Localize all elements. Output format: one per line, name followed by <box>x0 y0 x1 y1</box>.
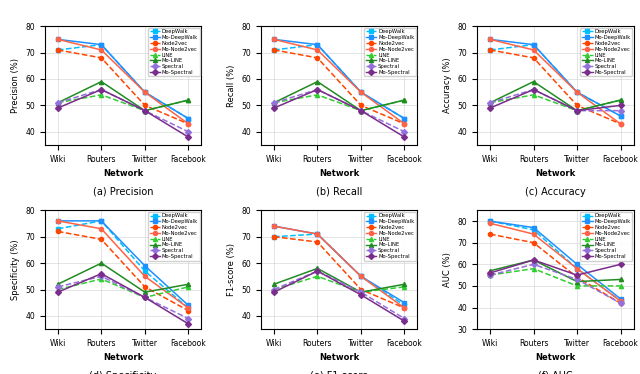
X-axis label: Network: Network <box>535 169 575 178</box>
Y-axis label: Precision (%): Precision (%) <box>11 58 20 113</box>
Text: (a) Precision: (a) Precision <box>93 187 154 197</box>
Legend: DeepWalk, Mo-DeepWalk, Node2vec, Mo-Node2vec, LINE, Mo-LINE, Spectral, Mo-Spectr: DeepWalk, Mo-DeepWalk, Node2vec, Mo-Node… <box>580 28 632 76</box>
X-axis label: Network: Network <box>103 169 143 178</box>
Y-axis label: Recall (%): Recall (%) <box>227 64 236 107</box>
Legend: DeepWalk, Mo-DeepWalk, Node2vec, Mo-Node2vec, LINE, Mo-LINE, Spectral, Mo-Spectr: DeepWalk, Mo-DeepWalk, Node2vec, Mo-Node… <box>148 212 200 261</box>
Y-axis label: Accuracy (%): Accuracy (%) <box>443 58 452 113</box>
Y-axis label: F1-score (%): F1-score (%) <box>227 243 236 296</box>
Y-axis label: Specificity (%): Specificity (%) <box>11 239 20 300</box>
Text: (c) Accuracy: (c) Accuracy <box>525 187 586 197</box>
X-axis label: Network: Network <box>103 353 143 362</box>
Text: (b) Recall: (b) Recall <box>316 187 362 197</box>
Legend: DeepWalk, Mo-DeepWalk, Node2vec, Mo-Node2vec, LINE, Mo-LINE, Spectral, Mo-Spectr: DeepWalk, Mo-DeepWalk, Node2vec, Mo-Node… <box>580 212 632 261</box>
X-axis label: Network: Network <box>319 169 359 178</box>
Legend: DeepWalk, Mo-DeepWalk, Node2vec, Mo-Node2vec, LINE, Mo-LINE, Spectral, Mo-Spectr: DeepWalk, Mo-DeepWalk, Node2vec, Mo-Node… <box>364 212 416 261</box>
X-axis label: Network: Network <box>535 353 575 362</box>
X-axis label: Network: Network <box>319 353 359 362</box>
Text: (f) AUC: (f) AUC <box>538 371 573 374</box>
Y-axis label: AUC (%): AUC (%) <box>443 252 452 287</box>
Text: (d) Specificity: (d) Specificity <box>90 371 157 374</box>
Legend: DeepWalk, Mo-DeepWalk, Node2vec, Mo-Node2vec, LINE, Mo-LINE, Spectral, Mo-Spectr: DeepWalk, Mo-DeepWalk, Node2vec, Mo-Node… <box>148 28 200 76</box>
Text: (e) F1-score: (e) F1-score <box>310 371 368 374</box>
Legend: DeepWalk, Mo-DeepWalk, Node2vec, Mo-Node2vec, LINE, Mo-LINE, Spectral, Mo-Spectr: DeepWalk, Mo-DeepWalk, Node2vec, Mo-Node… <box>364 28 416 76</box>
